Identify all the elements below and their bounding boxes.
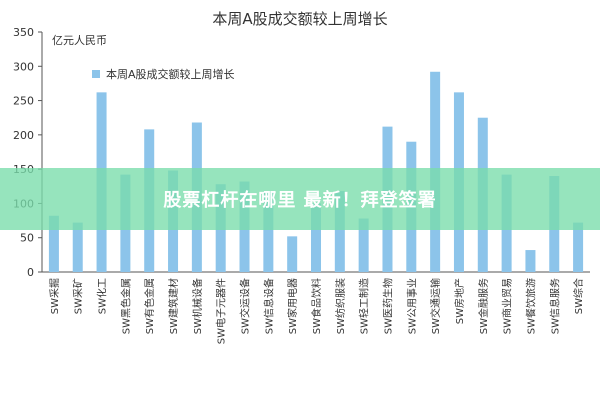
x-tick-label: SW纺织服装 [334,278,347,334]
x-tick-label: SW家用电器 [286,278,299,334]
x-tick-label: SW商业贸易 [501,278,514,334]
legend-swatch [92,70,100,78]
x-tick-label: SW采掘 [48,278,61,314]
x-tick-label: SW公用事业 [405,278,418,334]
y-tick-label: 0 [27,266,34,279]
overlay-banner[interactable]: 股票杠杆在哪里 最新！拜登签署 [0,168,600,230]
x-tick-label: SW建筑建材 [167,278,180,334]
x-tick-label: SW信息服务 [548,278,561,334]
x-tick-label: SW综合 [572,278,585,314]
x-tick-label: SW交通运输 [429,278,442,334]
bar [263,191,274,272]
x-tick-label: SW轻工制造 [358,278,371,334]
x-tick-label: SW餐饮旅游 [524,278,537,334]
legend-label: 本周A股成交额较上周增长 [106,67,235,81]
chart-title: 本周A股成交额较上周增长 [212,10,387,28]
y-tick-label: 50 [20,232,34,245]
x-tick-label: SW化工 [96,278,109,314]
x-tick-label: SW房地产 [453,278,466,324]
bar [72,222,83,272]
x-tick-label: SW信息设备 [262,278,275,334]
y-tick-label: 350 [13,26,34,39]
bar [334,191,345,272]
x-tick-label: SW食品饮料 [310,278,323,334]
bar [287,236,298,272]
bar [525,250,536,272]
x-tick-label: SW机械设备 [191,278,204,334]
x-tick-label: SW有色金属 [143,278,156,334]
y-tick-label: 250 [13,95,34,108]
bar [310,203,322,272]
x-tick-label: SW电子元器件 [215,278,228,344]
x-tick-label: SW采矿 [72,278,85,314]
bar [358,218,369,272]
unit-label: 亿元人民币 [52,34,107,47]
y-tick-label: 300 [13,60,34,73]
bar [573,222,584,272]
y-tick-label: 200 [13,129,34,142]
x-tick-label: SW交运设备 [239,278,252,334]
x-tick-label: SW金融服务 [477,278,490,334]
x-tick-label: SW黑色金属 [119,278,132,334]
x-tick-label: SW医药生物 [381,278,394,334]
overlay-banner-text[interactable]: 股票杠杆在哪里 最新！拜登签署 [163,190,437,211]
bar [48,215,59,272]
